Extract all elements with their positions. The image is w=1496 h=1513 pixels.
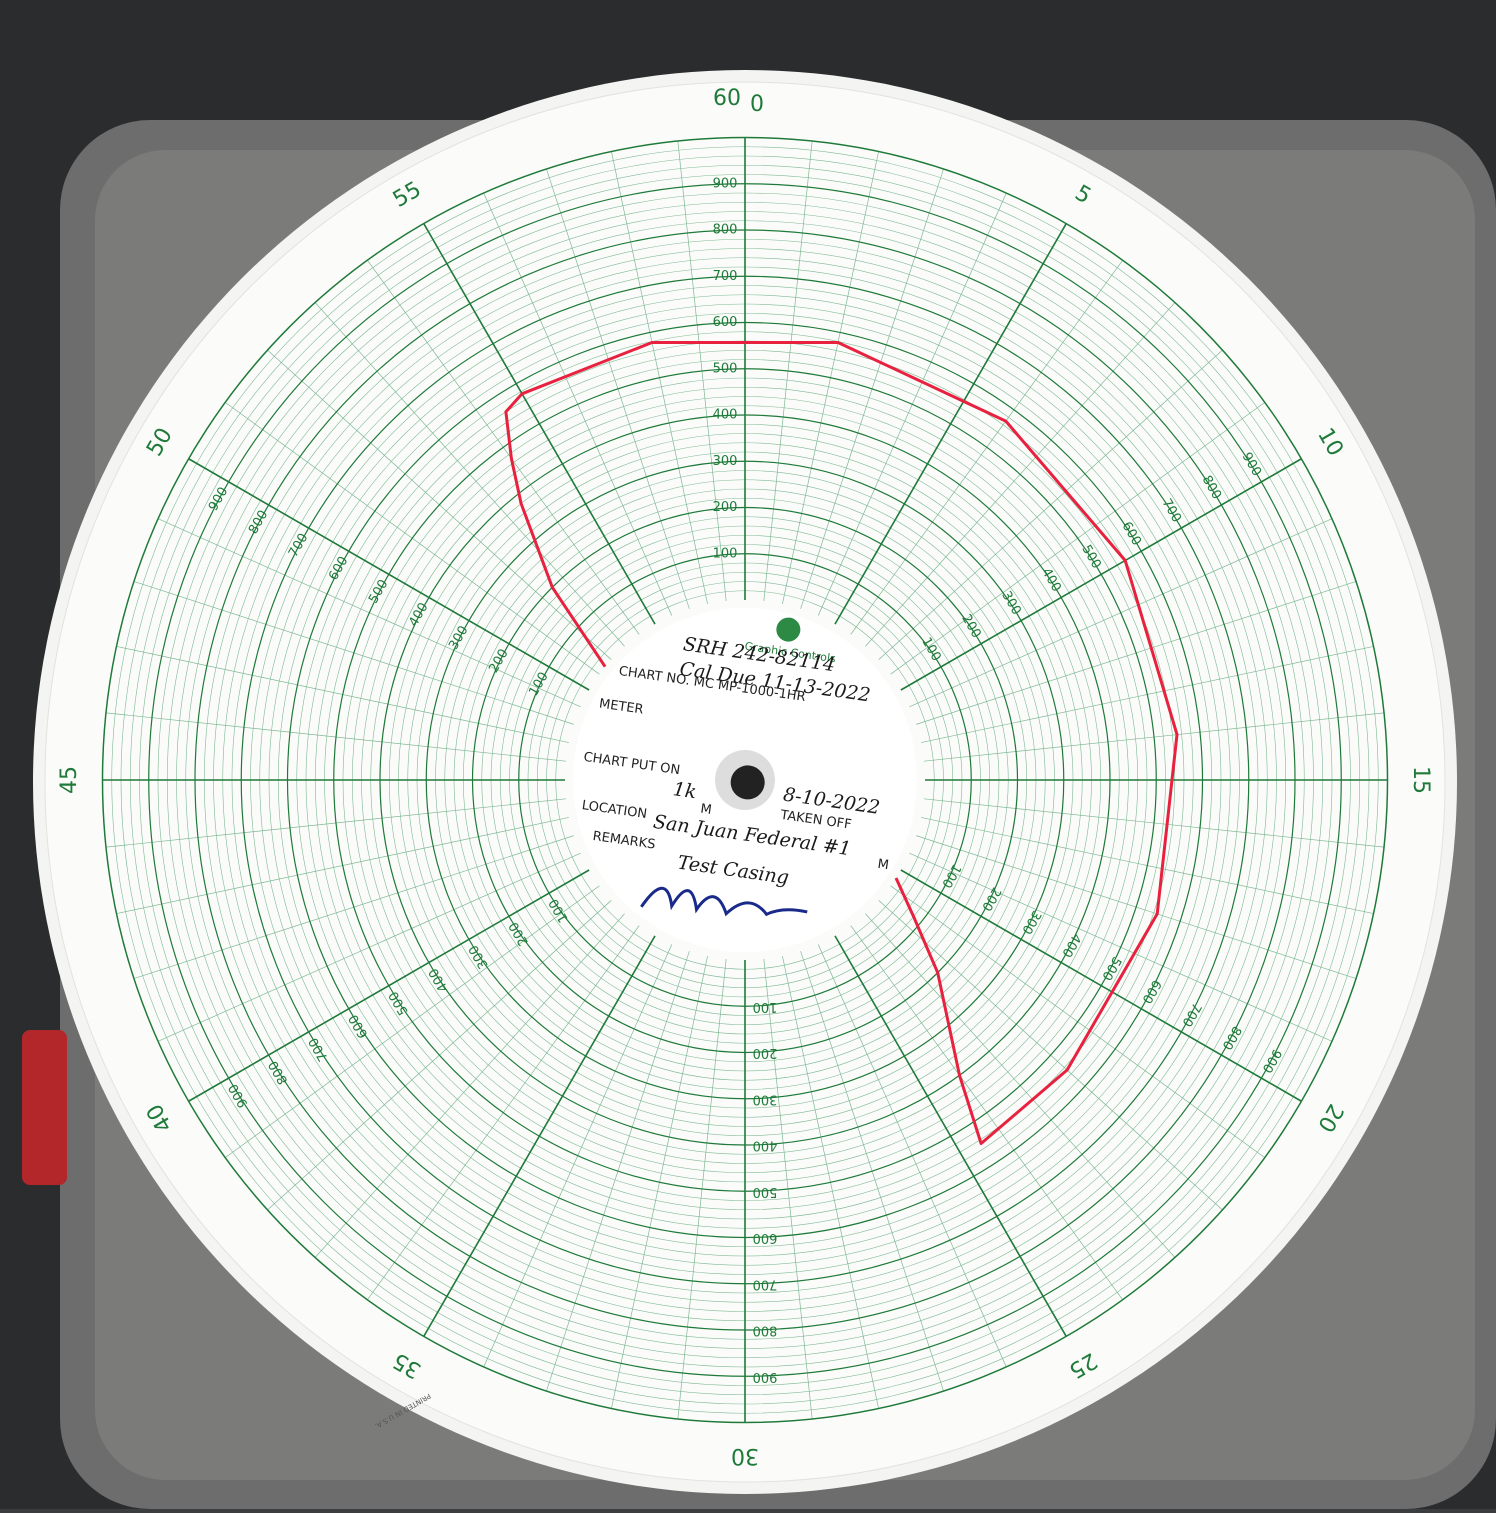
- minute-spoke: [834, 223, 1067, 625]
- hub: Graphic Controls CHART NO. MC MP-1000-1H…: [573, 608, 917, 952]
- hub-hole: [730, 765, 765, 800]
- minute-label: 45: [57, 766, 82, 794]
- minute-end-label: 60: [713, 86, 741, 111]
- pressure-label: 100: [753, 999, 778, 1014]
- seatbelt-buckle: [22, 1030, 67, 1185]
- pressure-label: 200: [713, 500, 738, 515]
- pressure-label: 500: [713, 361, 738, 376]
- put-on-value: 1k: [672, 778, 698, 803]
- minute-spoke: [423, 935, 656, 1337]
- pressure-label: 500: [753, 1184, 778, 1199]
- pressure-label: 400: [753, 1138, 778, 1153]
- meter-label: METER: [598, 697, 644, 718]
- pressure-label: 700: [713, 269, 738, 284]
- signature: [640, 886, 808, 917]
- m-label: M: [877, 857, 890, 873]
- minute-spoke: [188, 869, 590, 1102]
- minute-spoke: [900, 869, 1302, 1102]
- pressure-label: 700: [753, 1276, 778, 1291]
- pressure-label: 600: [713, 315, 738, 330]
- minute-spoke: [188, 458, 590, 691]
- pressure-label: 800: [713, 223, 738, 238]
- pressure-label: 900: [753, 1369, 778, 1384]
- pressure-label: 900: [713, 176, 738, 191]
- minute-label: 30: [731, 1443, 759, 1468]
- pressure-label: 400: [713, 408, 738, 423]
- brand-logo: [776, 617, 801, 642]
- pressure-label: 600: [753, 1230, 778, 1245]
- pressure-label: 300: [753, 1091, 778, 1106]
- pressure-label: 300: [713, 454, 738, 469]
- pressure-label: 800: [753, 1323, 778, 1338]
- pen-trace: [504, 341, 1179, 1145]
- minute-label: 15: [1408, 766, 1433, 794]
- pressure-label: 100: [713, 546, 738, 561]
- minute-label: 0: [750, 92, 764, 117]
- minute-spoke: [423, 223, 656, 625]
- minute-spoke: [900, 458, 1302, 691]
- pressure-label: 200: [753, 1045, 778, 1060]
- m-label: M: [699, 802, 712, 818]
- minute-spoke: [834, 935, 1067, 1337]
